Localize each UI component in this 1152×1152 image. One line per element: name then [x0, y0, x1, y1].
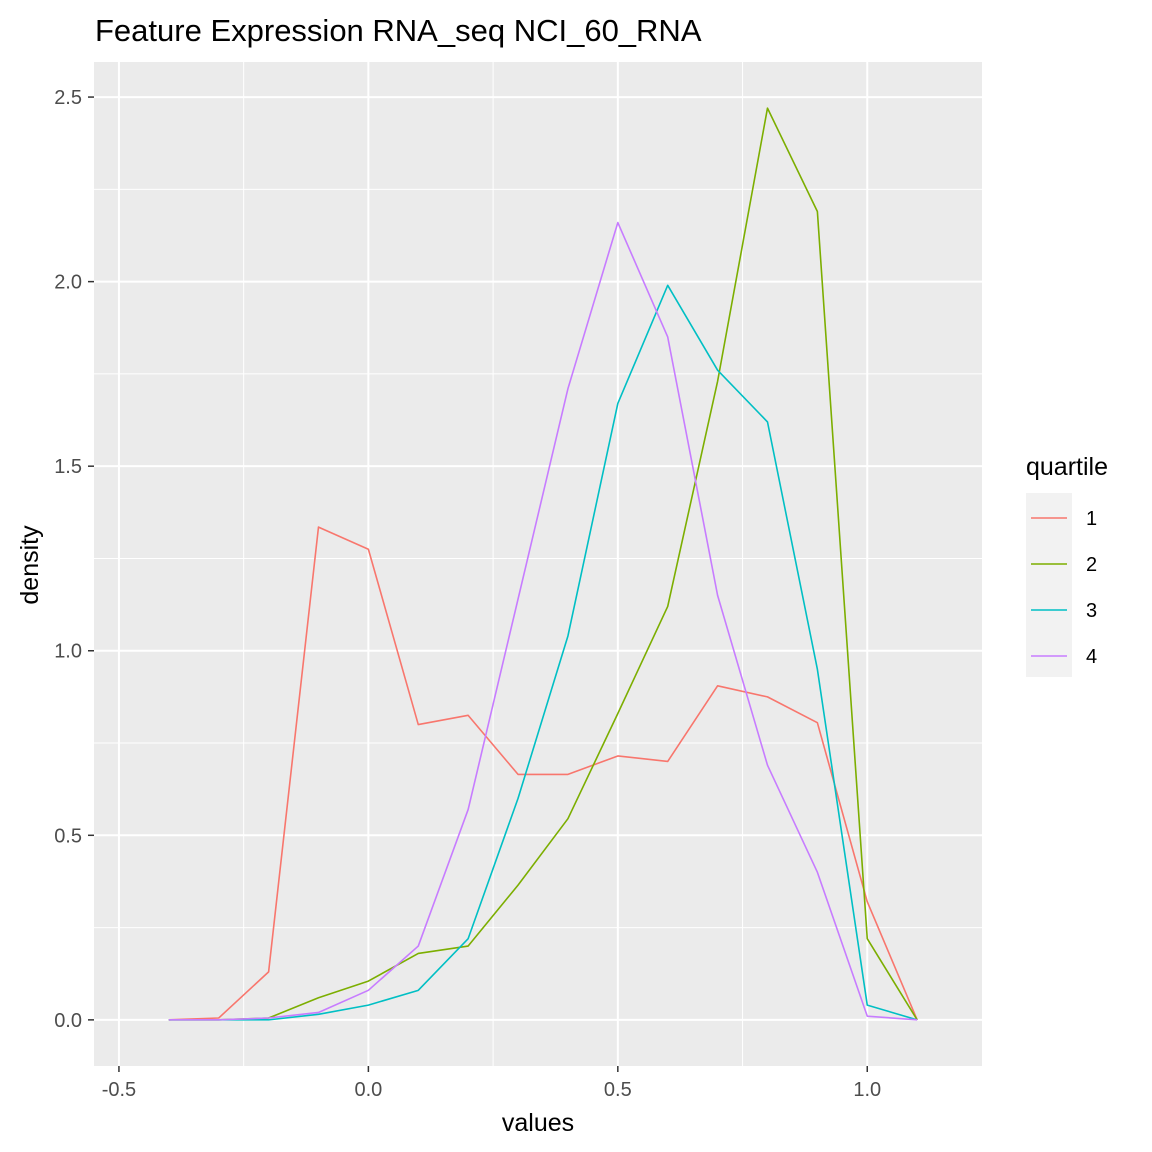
- major-gridlines: [94, 62, 982, 1066]
- legend-label-4: 4: [1086, 646, 1097, 668]
- series-line-3: [168, 284, 918, 1021]
- y-tick-label: 0.0: [54, 1010, 82, 1032]
- legend-label-3: 3: [1086, 600, 1097, 622]
- x-axis-title: values: [502, 1109, 574, 1137]
- y-tick-label: 0.5: [54, 825, 82, 847]
- chart-title: Feature Expression RNA_seq NCI_60_RNA: [95, 13, 702, 48]
- y-axis-title: density: [16, 525, 44, 605]
- series-lines: [168, 107, 918, 1021]
- legend-label-1: 1: [1086, 508, 1097, 530]
- x-tick-label: 0.5: [604, 1079, 632, 1101]
- series-line-4: [168, 221, 918, 1021]
- minor-gridlines: [94, 62, 982, 1066]
- x-tick-label: 0.0: [354, 1079, 382, 1101]
- y-tick-label: 1.5: [54, 456, 82, 478]
- legend-key-background: [1026, 493, 1072, 677]
- x-tick-label: 1.0: [853, 1079, 881, 1101]
- legend: quartile 1 2 3 4: [1026, 453, 1108, 677]
- legend-label-2: 2: [1086, 554, 1097, 576]
- y-tick-label: 2.5: [54, 87, 82, 109]
- y-tick-label: 2.0: [54, 272, 82, 294]
- series-line-1: [168, 526, 918, 1021]
- x-tick-label: -0.5: [102, 1079, 136, 1101]
- plot-panel: [94, 62, 982, 1066]
- legend-title: quartile: [1026, 453, 1108, 481]
- y-tick-label: 1.0: [54, 641, 82, 663]
- x-axis: -0.5 0.0 0.5 1.0: [102, 1066, 881, 1101]
- legend-items: 1 2 3 4: [1031, 508, 1097, 668]
- y-axis: 0.0 0.5 1.0 1.5 2.0 2.5: [54, 87, 94, 1032]
- series-line-2: [168, 107, 918, 1021]
